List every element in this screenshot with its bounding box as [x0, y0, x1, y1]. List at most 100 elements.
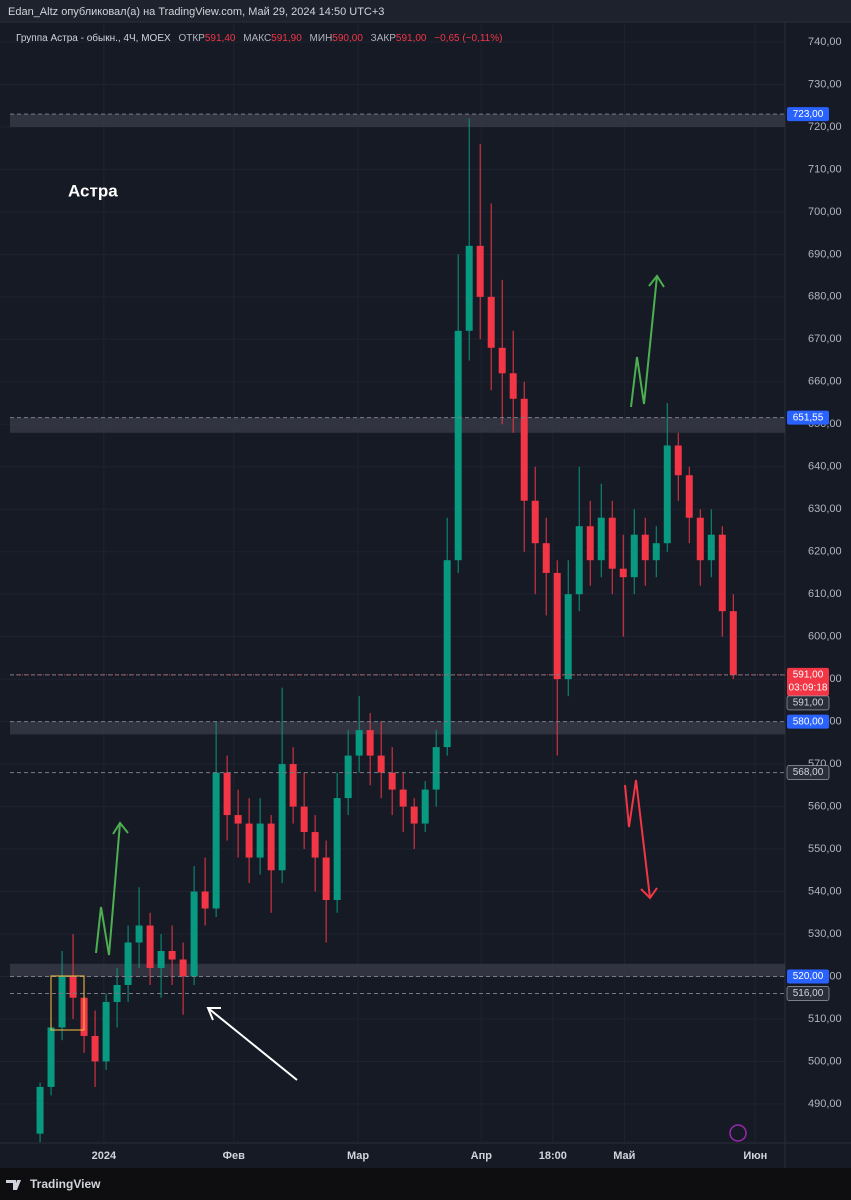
y-tick-label: 710,00	[808, 163, 842, 175]
logo	[6, 1180, 21, 1190]
candle-body	[641, 534, 649, 561]
candle-body	[410, 806, 418, 824]
price-label: 568,00	[793, 767, 824, 778]
x-tick-label: 2024	[92, 1150, 117, 1162]
footer-bar	[0, 1168, 851, 1200]
candle-body	[245, 823, 253, 858]
candle-body	[454, 330, 462, 561]
chart-title: Астра	[68, 181, 118, 200]
candle-body	[157, 950, 165, 968]
candle-body	[432, 747, 440, 790]
candle-body	[36, 1086, 44, 1134]
ohlc-legend: Группа Астра - обыкн., 4Ч, MOEX ОТКР591,…	[16, 32, 502, 44]
value: 591,00	[396, 33, 427, 44]
candle-body	[542, 543, 550, 573]
price-label: 591,00	[793, 698, 824, 709]
zone	[10, 417, 785, 433]
price-label: 723,00	[793, 109, 824, 120]
y-tick-label: 530,00	[808, 928, 842, 940]
price-label-box	[787, 107, 829, 122]
value: 591,90	[271, 33, 302, 44]
label: ОТКР	[178, 33, 205, 44]
candle-body	[311, 832, 319, 858]
candle-body	[509, 373, 517, 399]
price-axis	[785, 22, 851, 1143]
x-tick-label: Апр	[471, 1150, 493, 1162]
header-bar	[0, 0, 851, 22]
candle-body	[289, 764, 297, 807]
footer-brand: TradingView	[30, 1177, 101, 1191]
x-tick-label: Фев	[223, 1150, 246, 1162]
plot: 490,00 500,00 510,00 520,00 530,00 540,00 550,…	[0, 22, 842, 1162]
candle-body	[652, 543, 660, 561]
candle-body	[201, 891, 209, 909]
candle-body	[69, 976, 77, 998]
y-tick-label: 730,00	[808, 78, 842, 90]
y-tick-label: 670,00	[808, 333, 842, 345]
highlight-box	[50, 975, 85, 1031]
price-label-box	[786, 765, 830, 780]
candle-body	[190, 891, 198, 977]
candle-body	[322, 857, 330, 901]
candle-body	[333, 798, 341, 901]
candle-body	[91, 1035, 99, 1062]
price-label: 520,00	[793, 971, 824, 982]
zone	[10, 114, 785, 127]
candle-body	[674, 445, 682, 476]
candle-body	[696, 517, 704, 561]
y-tick-label: 540,00	[808, 885, 842, 897]
candle-body	[399, 789, 407, 807]
candle-body	[575, 526, 583, 595]
x-tick-label: Май	[613, 1150, 635, 1162]
candle-body	[608, 517, 616, 569]
price-label-box	[786, 695, 830, 711]
y-tick-label: 720,00	[808, 121, 842, 133]
x-tick-label: Июн	[743, 1150, 767, 1162]
change: −0,65 (−0,11%)	[434, 33, 502, 44]
candle-body	[124, 942, 132, 985]
y-tick-label: 660,00	[808, 376, 842, 388]
y-tick-label: 500,00	[808, 1055, 842, 1067]
y-tick-label: 510,00	[808, 1013, 842, 1025]
candle-body	[520, 398, 528, 501]
candle-body	[102, 1001, 110, 1062]
y-tick-label: 600,00	[808, 631, 842, 643]
symbol: Группа Астра - обыкн., 4Ч, MOEX	[16, 32, 171, 44]
label: МИН	[310, 33, 333, 44]
price-label-box	[787, 969, 829, 984]
candle-body	[718, 534, 726, 612]
header-text: Edan_Altz опубликовал(а) на TradingView.…	[8, 6, 384, 18]
candle-body	[630, 534, 638, 578]
candle-body	[223, 772, 231, 816]
y-tick-label: 620,00	[808, 546, 842, 558]
price-label-box	[787, 714, 829, 729]
arrow-down	[624, 779, 651, 899]
value: 591,40	[205, 33, 236, 44]
candle-body	[421, 789, 429, 824]
candle-body	[729, 611, 737, 675]
price-label: 580,00	[793, 716, 824, 727]
x-tick-label: 18:00	[539, 1150, 567, 1162]
candle-body	[212, 772, 220, 909]
candle-body	[278, 764, 286, 871]
zone	[10, 721, 785, 735]
candle-body	[685, 475, 693, 518]
candle-body	[663, 445, 671, 544]
candle-body	[267, 823, 275, 871]
icon	[729, 1124, 747, 1142]
price-label: 591,00	[793, 670, 824, 681]
candle-body	[366, 730, 374, 756]
candle-body	[179, 959, 187, 977]
price-label-box	[787, 667, 829, 696]
candle-body	[344, 755, 352, 799]
y-tick-label: 610,00	[808, 588, 842, 600]
candle-body	[256, 823, 264, 858]
candle-body	[597, 517, 605, 561]
candle-body	[465, 245, 473, 331]
candle-body	[234, 815, 242, 824]
candle-body	[619, 568, 627, 578]
countdown: 03:09:18	[789, 683, 828, 694]
annotations	[50, 274, 747, 1142]
y-tick-label: 490,00	[808, 1098, 842, 1110]
